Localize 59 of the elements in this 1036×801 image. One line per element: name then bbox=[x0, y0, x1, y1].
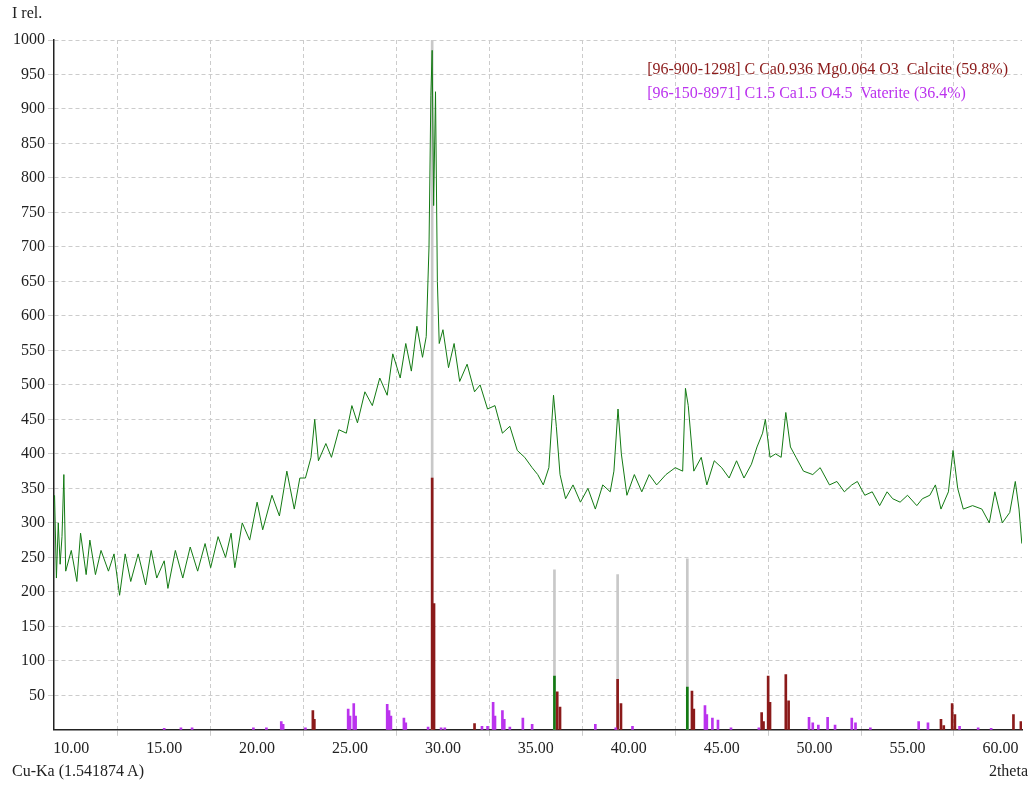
bar bbox=[869, 727, 872, 730]
y-tick-label: 800 bbox=[21, 168, 45, 186]
x-tick-label: 40.00 bbox=[610, 738, 647, 756]
x-axis-title: 2theta bbox=[988, 762, 1028, 779]
bar bbox=[958, 726, 961, 730]
bar bbox=[1012, 714, 1015, 730]
y-tick-label: 850 bbox=[21, 133, 45, 151]
y-tick-label: 450 bbox=[21, 409, 45, 427]
bar bbox=[616, 679, 619, 730]
bar bbox=[486, 726, 489, 730]
x-tick-label: 50.00 bbox=[796, 738, 833, 756]
bar bbox=[265, 727, 268, 730]
y-tick-label: 50 bbox=[29, 685, 45, 703]
bar bbox=[443, 727, 447, 730]
x-tick-label: 20.00 bbox=[239, 738, 276, 756]
text: [96-900-1298] C Ca0.936 Mg0.064 O3 Calcite (59.8%) bbox=[647, 60, 1009, 79]
bar bbox=[404, 722, 408, 730]
bar bbox=[631, 726, 634, 730]
y-tick-label: 250 bbox=[21, 547, 45, 565]
bar bbox=[252, 727, 255, 730]
bar bbox=[614, 727, 618, 730]
x-tick-label: 10.00 bbox=[53, 738, 90, 756]
y-tick-label: 750 bbox=[21, 202, 45, 220]
y-tick-label: 150 bbox=[21, 616, 45, 634]
bar bbox=[553, 675, 556, 730]
x-tick-label: 60.00 bbox=[982, 738, 1019, 756]
bar bbox=[685, 686, 689, 730]
bar bbox=[594, 723, 597, 730]
y-tick-label: 100 bbox=[21, 651, 45, 669]
bar bbox=[473, 723, 476, 730]
y-tick-label: 650 bbox=[21, 271, 45, 289]
bar bbox=[784, 674, 788, 730]
text: [96-150-8971] C1.5 Ca1.5 O4.5 Vaterite (36.4%) bbox=[647, 84, 966, 103]
bar bbox=[826, 717, 829, 730]
x-tick-label: 55.00 bbox=[889, 738, 926, 756]
bar bbox=[555, 691, 559, 730]
x-tick-label: 35.00 bbox=[517, 738, 554, 756]
y-tick-label: 350 bbox=[21, 478, 45, 496]
y-tick-label: 700 bbox=[21, 237, 45, 255]
x-tick-label: 45.00 bbox=[703, 738, 740, 756]
y-tick-label: 900 bbox=[21, 99, 45, 117]
y-tick-label: 1000 bbox=[13, 30, 45, 48]
bar bbox=[711, 717, 714, 730]
bar bbox=[850, 717, 854, 730]
x-tick-label: 15.00 bbox=[146, 738, 183, 756]
y-tick-label: 600 bbox=[21, 306, 45, 324]
y-tick-label: 200 bbox=[21, 582, 45, 600]
y-tick-label: 550 bbox=[21, 340, 45, 358]
x-tick-label: 25.00 bbox=[332, 738, 369, 756]
bar bbox=[854, 722, 857, 730]
y-tick-label: 400 bbox=[21, 444, 45, 462]
y-axis-title: I rel. bbox=[12, 4, 43, 22]
bar bbox=[304, 727, 307, 730]
y-tick-label: 950 bbox=[21, 64, 45, 82]
bar bbox=[917, 721, 921, 730]
y-tick-label: 300 bbox=[21, 513, 45, 531]
x-tick-label: 30.00 bbox=[424, 738, 461, 756]
y-tick-label: 500 bbox=[21, 375, 45, 393]
text: Cu-Ka (1.541874 A) bbox=[12, 762, 144, 780]
